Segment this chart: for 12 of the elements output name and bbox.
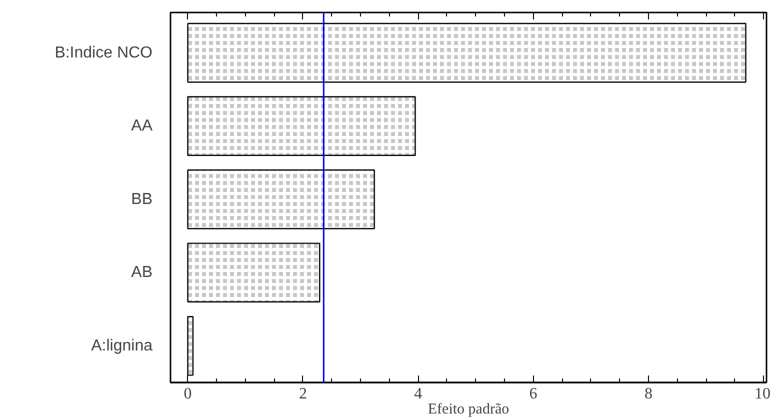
y-tick-label: AA [131, 118, 153, 135]
y-tick-label: AB [131, 264, 152, 282]
x-tick-label: 0 [184, 386, 192, 402]
x-tick-label: 2 [298, 386, 307, 402]
x-tick-label: 8 [644, 386, 652, 402]
y-tick-label: A:lignina [91, 337, 153, 354]
x-tick-label: 10 [754, 386, 770, 402]
x-axis-title: Efeito padrão [428, 402, 510, 418]
y-tick-label: B:Indice NCO [54, 44, 152, 62]
x-tick-label: 4 [414, 386, 422, 402]
x-tick-label: 6 [529, 386, 538, 402]
y-tick-label: BB [131, 190, 152, 208]
